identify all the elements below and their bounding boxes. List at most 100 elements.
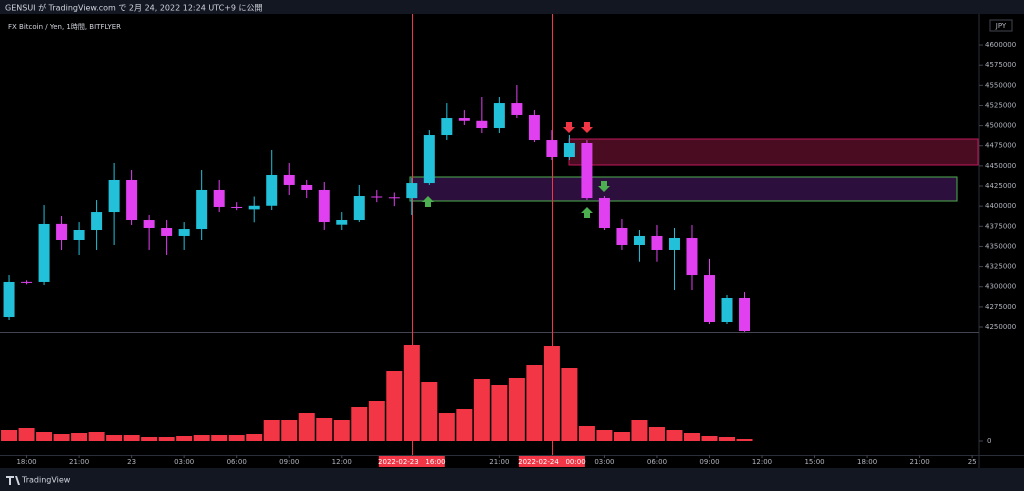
volume-bar	[123, 435, 140, 441]
candle-body	[143, 220, 155, 228]
volume-bar	[351, 407, 368, 441]
candle-body	[3, 281, 15, 318]
chart-title: FX Bitcoin / Yen, 1時間, BITFLYER	[8, 23, 121, 31]
x-tick-label: 15:00	[804, 458, 824, 466]
volume-bar	[316, 418, 333, 441]
x-tick-label: 18:00	[16, 458, 36, 466]
volume-bar	[158, 437, 175, 441]
volume-bar	[473, 379, 490, 441]
volume-bar	[561, 368, 578, 441]
candles	[3, 84, 751, 332]
x-tick-highlight	[378, 456, 445, 467]
signal-arrows	[422, 122, 610, 218]
candle-body	[353, 196, 365, 221]
candle-body	[546, 140, 558, 158]
volume-bar	[246, 434, 263, 441]
candle-body	[196, 189, 208, 230]
candle-body	[213, 189, 225, 207]
candle-body	[633, 235, 645, 245]
volume-bar	[421, 382, 438, 441]
volume-tick-label: 0	[987, 437, 991, 445]
x-tick-label: 2022-02-24 00:00	[518, 458, 586, 466]
volume-bar	[526, 365, 543, 441]
volume-bar	[106, 435, 123, 441]
currency-label: JPY	[995, 22, 1007, 30]
volume-bar	[631, 420, 648, 441]
y-tick-label: 4275000	[985, 303, 1016, 311]
y-tick-label: 4450000	[985, 162, 1016, 170]
y-tick-label: 4575000	[985, 61, 1016, 69]
volume-bar	[596, 430, 613, 441]
candle-body	[423, 135, 435, 184]
volume-bar	[386, 371, 403, 441]
volume-bar	[36, 432, 53, 441]
volume-bar	[403, 345, 420, 441]
volume-bar	[368, 401, 385, 441]
y-tick-label: 4425000	[985, 182, 1016, 190]
down-arrow	[598, 181, 610, 192]
y-tick-label: 4475000	[985, 142, 1016, 150]
volume-bar	[281, 420, 298, 441]
volume-bar	[666, 430, 683, 441]
footer-bar	[0, 468, 1024, 491]
candle-body	[511, 103, 523, 115]
candle-body	[739, 298, 751, 332]
volume-bar	[53, 434, 70, 441]
resistance-zone	[568, 138, 979, 166]
volume-bar	[141, 437, 158, 441]
x-tick-label: 25	[968, 458, 977, 466]
y-tick-label: 4525000	[985, 101, 1016, 109]
y-tick-label: 4375000	[985, 222, 1016, 230]
candle-body	[231, 206, 243, 208]
volume-bar	[491, 385, 508, 441]
volume-bar	[438, 413, 455, 441]
y-tick-label: 4400000	[985, 202, 1016, 210]
candle-body	[616, 227, 628, 245]
x-tick-label: 21:00	[910, 458, 930, 466]
candle-body	[493, 103, 505, 129]
x-tick-label: 2022-02-23 16:00	[378, 458, 446, 466]
x-tick-label: 21:00	[69, 458, 89, 466]
volume-bar	[71, 433, 88, 441]
volume-bar	[508, 378, 525, 441]
candle-body	[38, 223, 50, 282]
volume-bar	[211, 435, 228, 441]
candle-body	[161, 227, 173, 236]
candle-body	[21, 281, 33, 283]
volume-bar	[701, 436, 718, 441]
candle-body	[73, 230, 85, 240]
volume-bar	[719, 437, 736, 441]
candle-body	[563, 143, 575, 158]
x-tick-label: 03:00	[174, 458, 194, 466]
candle-body	[371, 196, 383, 198]
volume-bar	[263, 420, 280, 441]
top-bar	[0, 0, 1024, 14]
volume-bar	[456, 409, 473, 441]
y-tick-label: 4550000	[985, 81, 1016, 89]
candle-body	[581, 143, 593, 199]
candle-body	[388, 197, 400, 199]
volume-bar	[1, 430, 18, 441]
x-tick-label: 03:00	[594, 458, 614, 466]
buy-arrow	[422, 196, 434, 207]
x-tick-label: 06:00	[647, 458, 667, 466]
candle-body	[91, 212, 103, 231]
volume-bar	[193, 435, 210, 441]
volume-bar	[228, 435, 245, 441]
x-tick-label: 12:00	[752, 458, 772, 466]
volume-bar	[176, 436, 193, 441]
x-tick-label: 06:00	[227, 458, 247, 466]
candle-body	[108, 179, 120, 213]
volume-bar	[18, 428, 35, 441]
candle-body	[651, 235, 663, 250]
x-tick-label: 12:00	[332, 458, 352, 466]
candle-body	[721, 298, 733, 323]
x-tick-label: 09:00	[699, 458, 719, 466]
candle-body	[266, 174, 278, 206]
candle-body	[668, 237, 680, 250]
x-tick-label: 09:00	[279, 458, 299, 466]
candle-body	[178, 229, 190, 236]
candle-body	[301, 184, 313, 190]
y-tick-label: 4325000	[985, 263, 1016, 271]
candle-body	[56, 223, 68, 240]
